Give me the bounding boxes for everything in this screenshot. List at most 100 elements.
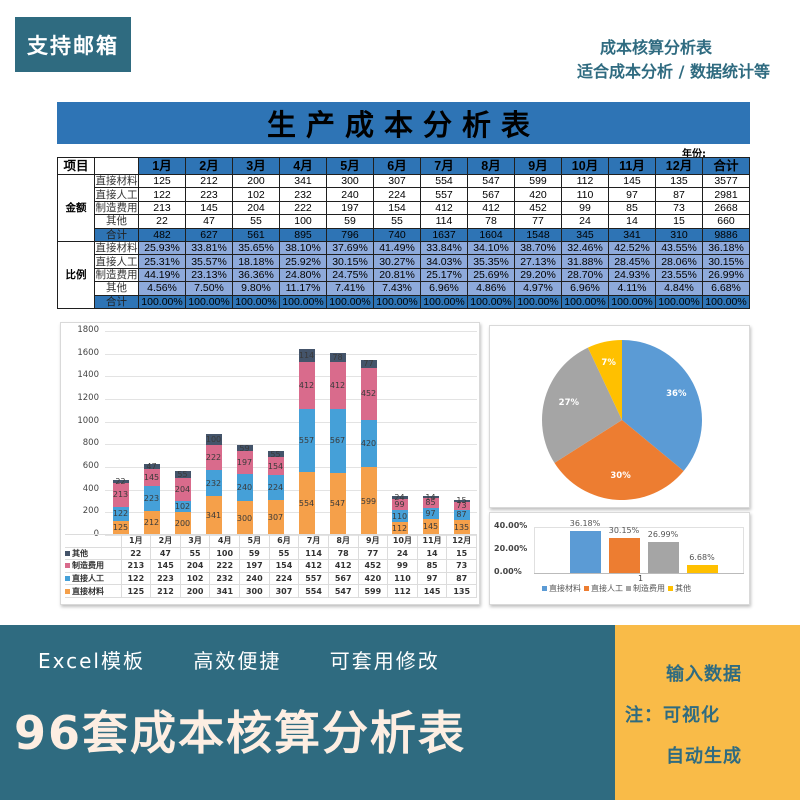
ratio-bar (570, 531, 601, 573)
pie-slice (542, 347, 622, 463)
table-cell: 47 (185, 214, 233, 229)
table-cell: 212 (185, 173, 233, 189)
y-tick-label: 1600 (77, 347, 99, 358)
table-cell: 300 (326, 173, 374, 189)
table-cell: 557 (420, 187, 468, 202)
table-cell: 24 (561, 214, 609, 229)
table-cell: 78 (467, 214, 515, 229)
table-row: 金额 直接材料 125 212 200 341 300 307 554 547 599 112 145 1… (57, 173, 750, 242)
header-month: 11月 (608, 157, 656, 175)
ratio-bar (609, 538, 640, 573)
bar-segment: 78 (329, 353, 346, 362)
row-label: 制造费用 (94, 200, 139, 216)
chart-table-cell: 110 (387, 571, 418, 586)
bar-segment: 47 (143, 462, 160, 471)
tagline-line2: 适合成本分析 / 数据统计等 (577, 62, 770, 81)
bar-segment: 412 (298, 362, 315, 410)
ratio-bar (687, 565, 718, 573)
year-label: 年份: (682, 149, 706, 160)
pie-graphic (542, 340, 702, 500)
table-cell: 30.15% (326, 254, 374, 269)
group-label: 比例 (57, 240, 95, 309)
ratio-bar-chart: 0.00% 20.00% 40.00% 36.18% 30.15% 26.99% 6.68%… (489, 512, 750, 605)
table-cell: 15 (655, 214, 703, 229)
table-cell: 4.56% (138, 281, 186, 296)
pie-chart: 36% 30% 27% 7% (489, 325, 750, 508)
bar-segment: 567 (329, 408, 346, 473)
table-row: 其他 22 47 55 100 59 55 114 78 77 24 14 15 660 (58, 214, 750, 229)
y-tick-label: 1400 (77, 370, 99, 381)
table-cell: 22 (138, 214, 186, 229)
table-cell: 200 (232, 173, 280, 189)
chart-table-cell: 102 (179, 571, 211, 586)
table-row: 比例 直接材料 25.93% 33.81% 35.65% 38.10% 37.69% 41.4… (57, 240, 750, 309)
bar-segment: 110 (391, 509, 408, 523)
y-tick-label: 200 (82, 506, 99, 517)
bar-segment: 200 (174, 512, 191, 535)
table-cell: 125 (138, 173, 186, 189)
chart-table-cell: 307 (268, 584, 300, 598)
chart-table-cell: 599 (357, 584, 389, 598)
side-line-2: 注：可视化 (625, 705, 720, 726)
bar-segment: 55 (174, 470, 191, 479)
table-cell: 33.81% (185, 240, 233, 256)
legend-label: 直接材料 (549, 584, 581, 593)
table-cell: 55 (232, 214, 280, 229)
table-cell: 197 (326, 200, 374, 216)
legend-label: 制造费用 (72, 561, 104, 571)
chart-table-cell: 59 (239, 546, 270, 561)
table-cell: 4.84% (655, 281, 703, 296)
bar-segment: 307 (267, 500, 284, 535)
pie-slice (587, 340, 622, 420)
table-cell: 135 (655, 173, 703, 189)
chart-table-month: 5月 (239, 534, 270, 548)
table-cell: 34.03% (420, 254, 468, 269)
table-cell: 27.13% (514, 254, 562, 269)
table-cell: 452 (514, 200, 562, 216)
chart-table-month: 10月 (387, 534, 418, 548)
table-cell: 341 (608, 227, 656, 242)
table-cell: 35.65% (232, 240, 280, 256)
legend-label: 直接人工 (591, 584, 623, 593)
feature-item: Excel模板 (38, 649, 145, 673)
bar-segment: 213 (112, 482, 129, 507)
table-cell: 420 (514, 187, 562, 202)
chart-table-cell: 204 (179, 559, 211, 573)
row-label: 直接材料 (94, 240, 139, 256)
bar-segment: 452 (360, 368, 377, 420)
bar-segment: 135 (453, 519, 470, 535)
chart-table-cell: 55 (179, 546, 211, 561)
row-label: 其他 (94, 214, 139, 229)
header-month: 8月 (467, 157, 515, 175)
bar-segment: 112 (391, 522, 408, 535)
chart-table-cell: 99 (387, 559, 418, 573)
legend-swatch-icon (584, 586, 589, 591)
table-cell: 145 (608, 173, 656, 189)
feature-list: Excel模板 高效便捷 可套用修改 (38, 645, 480, 674)
table-cell: 100.00% (279, 294, 327, 309)
bar-segment: 55 (267, 450, 284, 459)
chart-table-cell: 47 (150, 546, 181, 561)
gridline (105, 512, 477, 514)
chart-table-month: 3月 (179, 534, 211, 548)
pie-slice (554, 420, 684, 500)
chart-table-header: 1月 2月 3月 4月 5月 6月 7月 8月 9月 10月 11月 12月 (65, 534, 477, 548)
group-label: 金额 (57, 174, 95, 242)
table-cell: 100.00% (232, 294, 280, 309)
chart-table-month: 2月 (150, 534, 181, 548)
row-label: 其他 (94, 281, 139, 296)
table-cell: 112 (561, 173, 609, 189)
table-cell: 24.80% (279, 267, 327, 283)
chart-table-month: 4月 (209, 534, 240, 548)
legend-label: 直接人工 (72, 574, 104, 584)
gridline (105, 331, 477, 332)
chart-table-cell: 125 (120, 584, 152, 598)
table-cell: 154 (373, 200, 421, 216)
sheet-title: 生产成本分析表 (57, 102, 750, 144)
table-cell: 1637 (420, 227, 468, 242)
row-total: 36.18% (702, 240, 750, 256)
header-month: 4月 (279, 157, 327, 175)
table-cell: 35.35% (467, 254, 515, 269)
side-line-1: 输入数据 (666, 664, 742, 685)
chart-table-cell: 200 (179, 584, 211, 598)
